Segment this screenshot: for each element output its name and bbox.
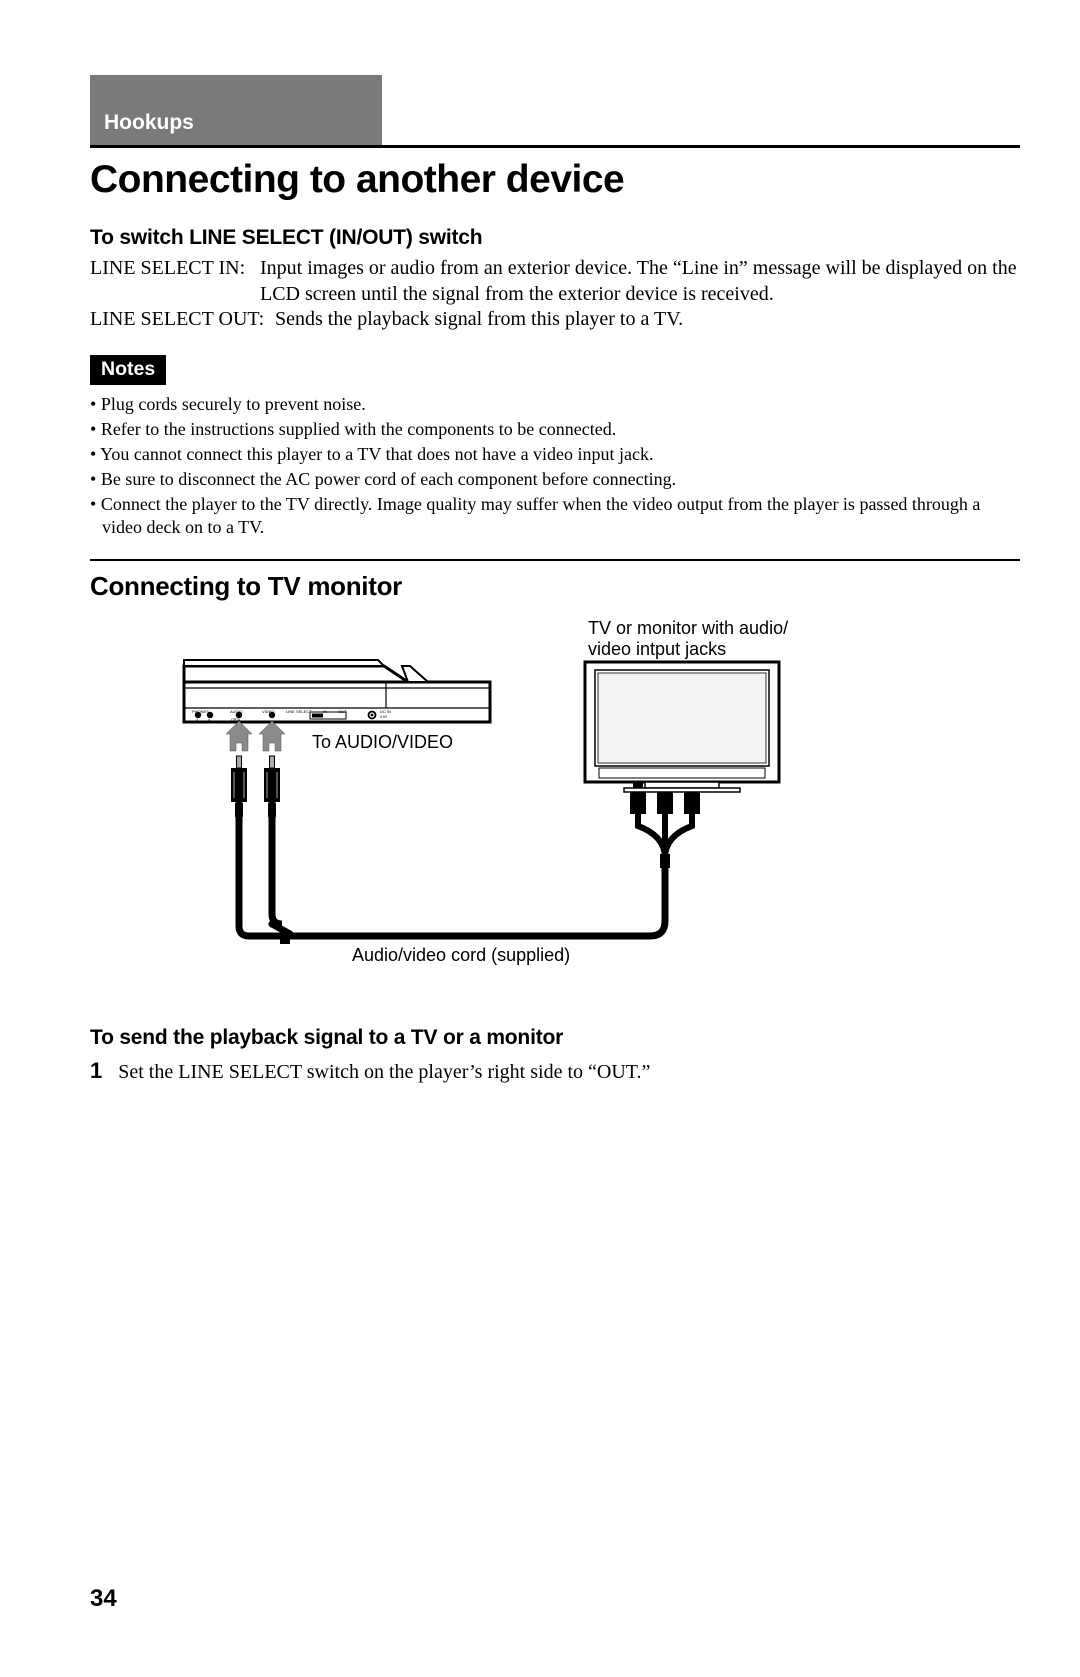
rule-thick bbox=[90, 145, 1020, 148]
section-tab: Hookups bbox=[90, 75, 1020, 145]
svg-text:LINE SELECT: LINE SELECT bbox=[286, 709, 312, 714]
svg-text:PHONES: PHONES bbox=[192, 709, 209, 714]
step-row: 1 Set the LINE SELECT switch on the play… bbox=[90, 1058, 1020, 1084]
svg-text:9.5V: 9.5V bbox=[380, 715, 388, 719]
note-item: Refer to the instructions supplied with … bbox=[90, 418, 1020, 441]
def-body-in: Input images or audio from an exterior d… bbox=[260, 256, 1020, 307]
arrow-icon bbox=[226, 721, 285, 751]
def-term-in: LINE SELECT IN: bbox=[90, 256, 260, 307]
note-item: Plug cords securely to prevent noise. bbox=[90, 393, 1020, 416]
switch-heading: To switch LINE SELECT (IN/OUT) switch bbox=[90, 226, 1020, 250]
to-av-label: To AUDIO/VIDEO bbox=[312, 732, 453, 752]
section-tab-block: Hookups bbox=[90, 75, 382, 145]
note-item: Be sure to disconnect the AC power cord … bbox=[90, 468, 1020, 491]
tv-heading: Connecting to TV monitor bbox=[90, 571, 1020, 602]
av-plug-left-icon bbox=[231, 756, 280, 818]
ferrite-icon bbox=[280, 930, 290, 944]
rule-thin bbox=[90, 559, 1020, 561]
def-body-out: Sends the playback signal from this play… bbox=[275, 307, 1020, 333]
note-item: You cannot connect this player to a TV t… bbox=[90, 443, 1020, 466]
def-term-out: LINE SELECT OUT: bbox=[90, 307, 275, 333]
cable-icon bbox=[239, 816, 665, 936]
page-title: Connecting to another device bbox=[90, 158, 1020, 202]
svg-text:VIDEO: VIDEO bbox=[262, 709, 274, 714]
section-tab-label: Hookups bbox=[104, 111, 194, 135]
diagram-svg: PHONES A B AUDIO OPTA VIDEO LINE SELECT … bbox=[90, 616, 1020, 996]
cable-split-icon bbox=[638, 812, 692, 858]
svg-text:AUDIO: AUDIO bbox=[230, 709, 243, 714]
tv-monitor-icon bbox=[585, 662, 779, 792]
tv-caption-line1: TV or monitor with audio/ bbox=[588, 618, 788, 638]
tv-caption-line2: video intput jacks bbox=[588, 639, 726, 659]
step-number: 1 bbox=[90, 1058, 102, 1084]
svg-text:OUT: OUT bbox=[338, 709, 347, 714]
note-item: Connect the player to the TV directly. I… bbox=[90, 493, 1020, 539]
notes-badge: Notes bbox=[90, 355, 166, 385]
svg-text:IN: IN bbox=[323, 709, 327, 714]
step-text: Set the LINE SELECT switch on the player… bbox=[118, 1061, 650, 1084]
cable-label: Audio/video cord (supplied) bbox=[352, 945, 570, 965]
player-device-icon: PHONES A B AUDIO OPTA VIDEO LINE SELECT … bbox=[184, 660, 490, 723]
page-number: 34 bbox=[90, 1585, 117, 1613]
notes-list: Plug cords securely to prevent noise. Re… bbox=[90, 393, 1020, 539]
definitions: LINE SELECT IN: Input images or audio fr… bbox=[90, 256, 1020, 333]
svg-text:DC IN: DC IN bbox=[380, 709, 391, 714]
send-heading: To send the playback signal to a TV or a… bbox=[90, 1026, 1020, 1050]
connection-diagram: PHONES A B AUDIO OPTA VIDEO LINE SELECT … bbox=[90, 616, 1020, 996]
